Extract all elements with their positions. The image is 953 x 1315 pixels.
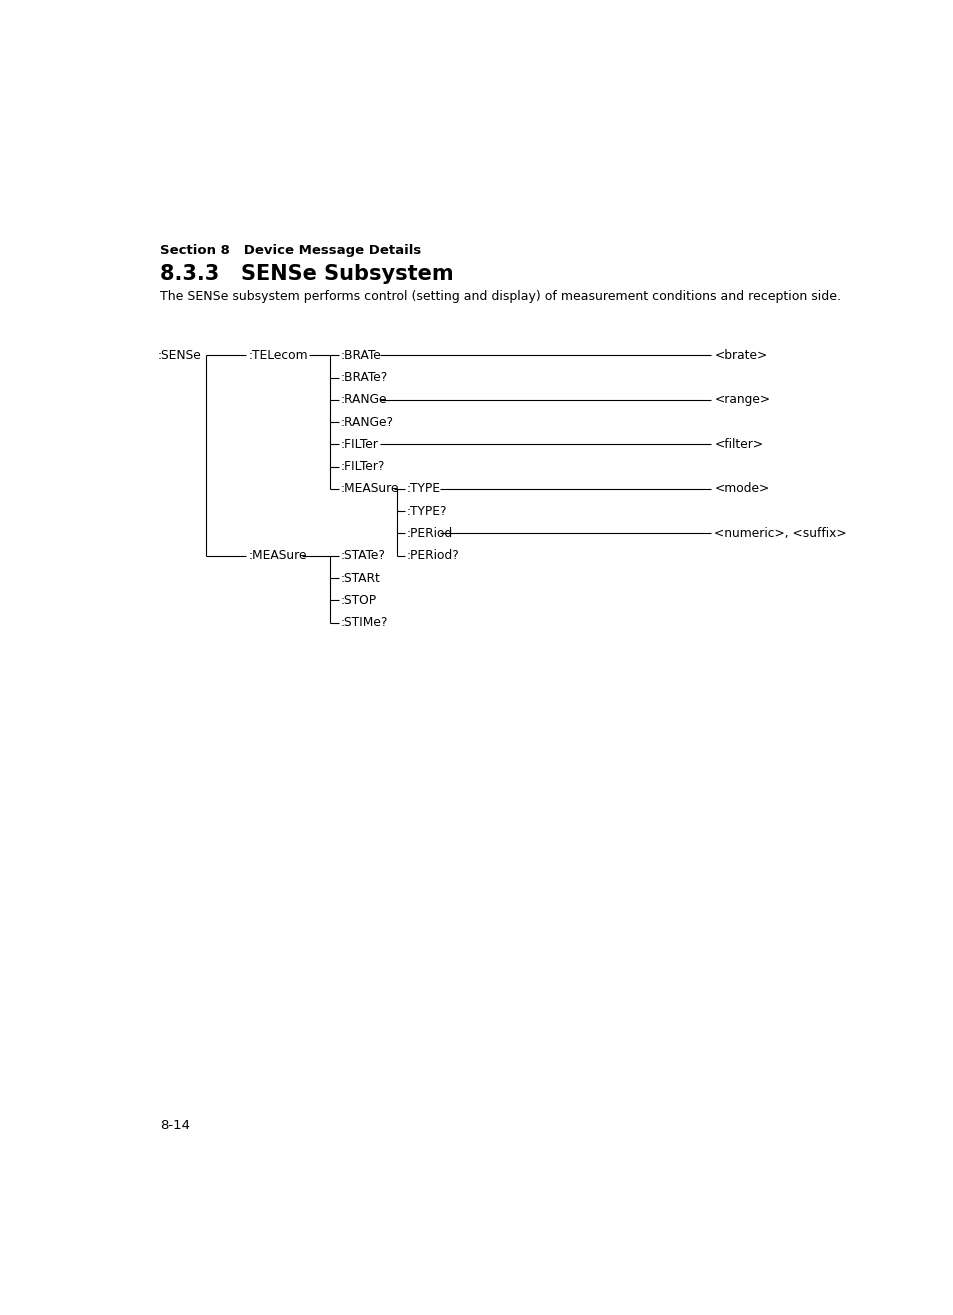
Text: :STARt: :STARt	[340, 572, 380, 584]
Text: :STIMe?: :STIMe?	[340, 615, 387, 629]
Text: 8-14: 8-14	[160, 1119, 190, 1132]
Text: <filter>: <filter>	[714, 438, 762, 451]
Text: :PERiod?: :PERiod?	[406, 550, 459, 563]
Text: <range>: <range>	[714, 393, 770, 406]
Text: The SENSe subsystem performs control (setting and display) of measurement condit: The SENSe subsystem performs control (se…	[160, 291, 840, 302]
Text: :TELecom: :TELecom	[249, 348, 308, 362]
Text: 8.3.3   SENSe Subsystem: 8.3.3 SENSe Subsystem	[160, 264, 453, 284]
Text: :MEASure: :MEASure	[249, 550, 307, 563]
Text: :RANGe: :RANGe	[340, 393, 386, 406]
Text: :SENSe: :SENSe	[157, 348, 201, 362]
Text: :BRATe: :BRATe	[340, 348, 380, 362]
Text: :STATe?: :STATe?	[340, 550, 385, 563]
Text: :FILTer: :FILTer	[340, 438, 377, 451]
Text: :MEASure: :MEASure	[340, 483, 398, 496]
Text: <numeric>, <suffix>: <numeric>, <suffix>	[714, 527, 846, 540]
Text: :PERiod: :PERiod	[406, 527, 453, 540]
Text: :STOP: :STOP	[340, 594, 376, 606]
Text: :RANGe?: :RANGe?	[340, 416, 393, 429]
Text: :TYPE: :TYPE	[406, 483, 440, 496]
Text: <brate>: <brate>	[714, 348, 767, 362]
Text: :FILTer?: :FILTer?	[340, 460, 384, 473]
Text: <mode>: <mode>	[714, 483, 769, 496]
Text: :TYPE?: :TYPE?	[406, 505, 447, 518]
Text: :BRATe?: :BRATe?	[340, 371, 387, 384]
Text: Section 8   Device Message Details: Section 8 Device Message Details	[160, 245, 420, 258]
